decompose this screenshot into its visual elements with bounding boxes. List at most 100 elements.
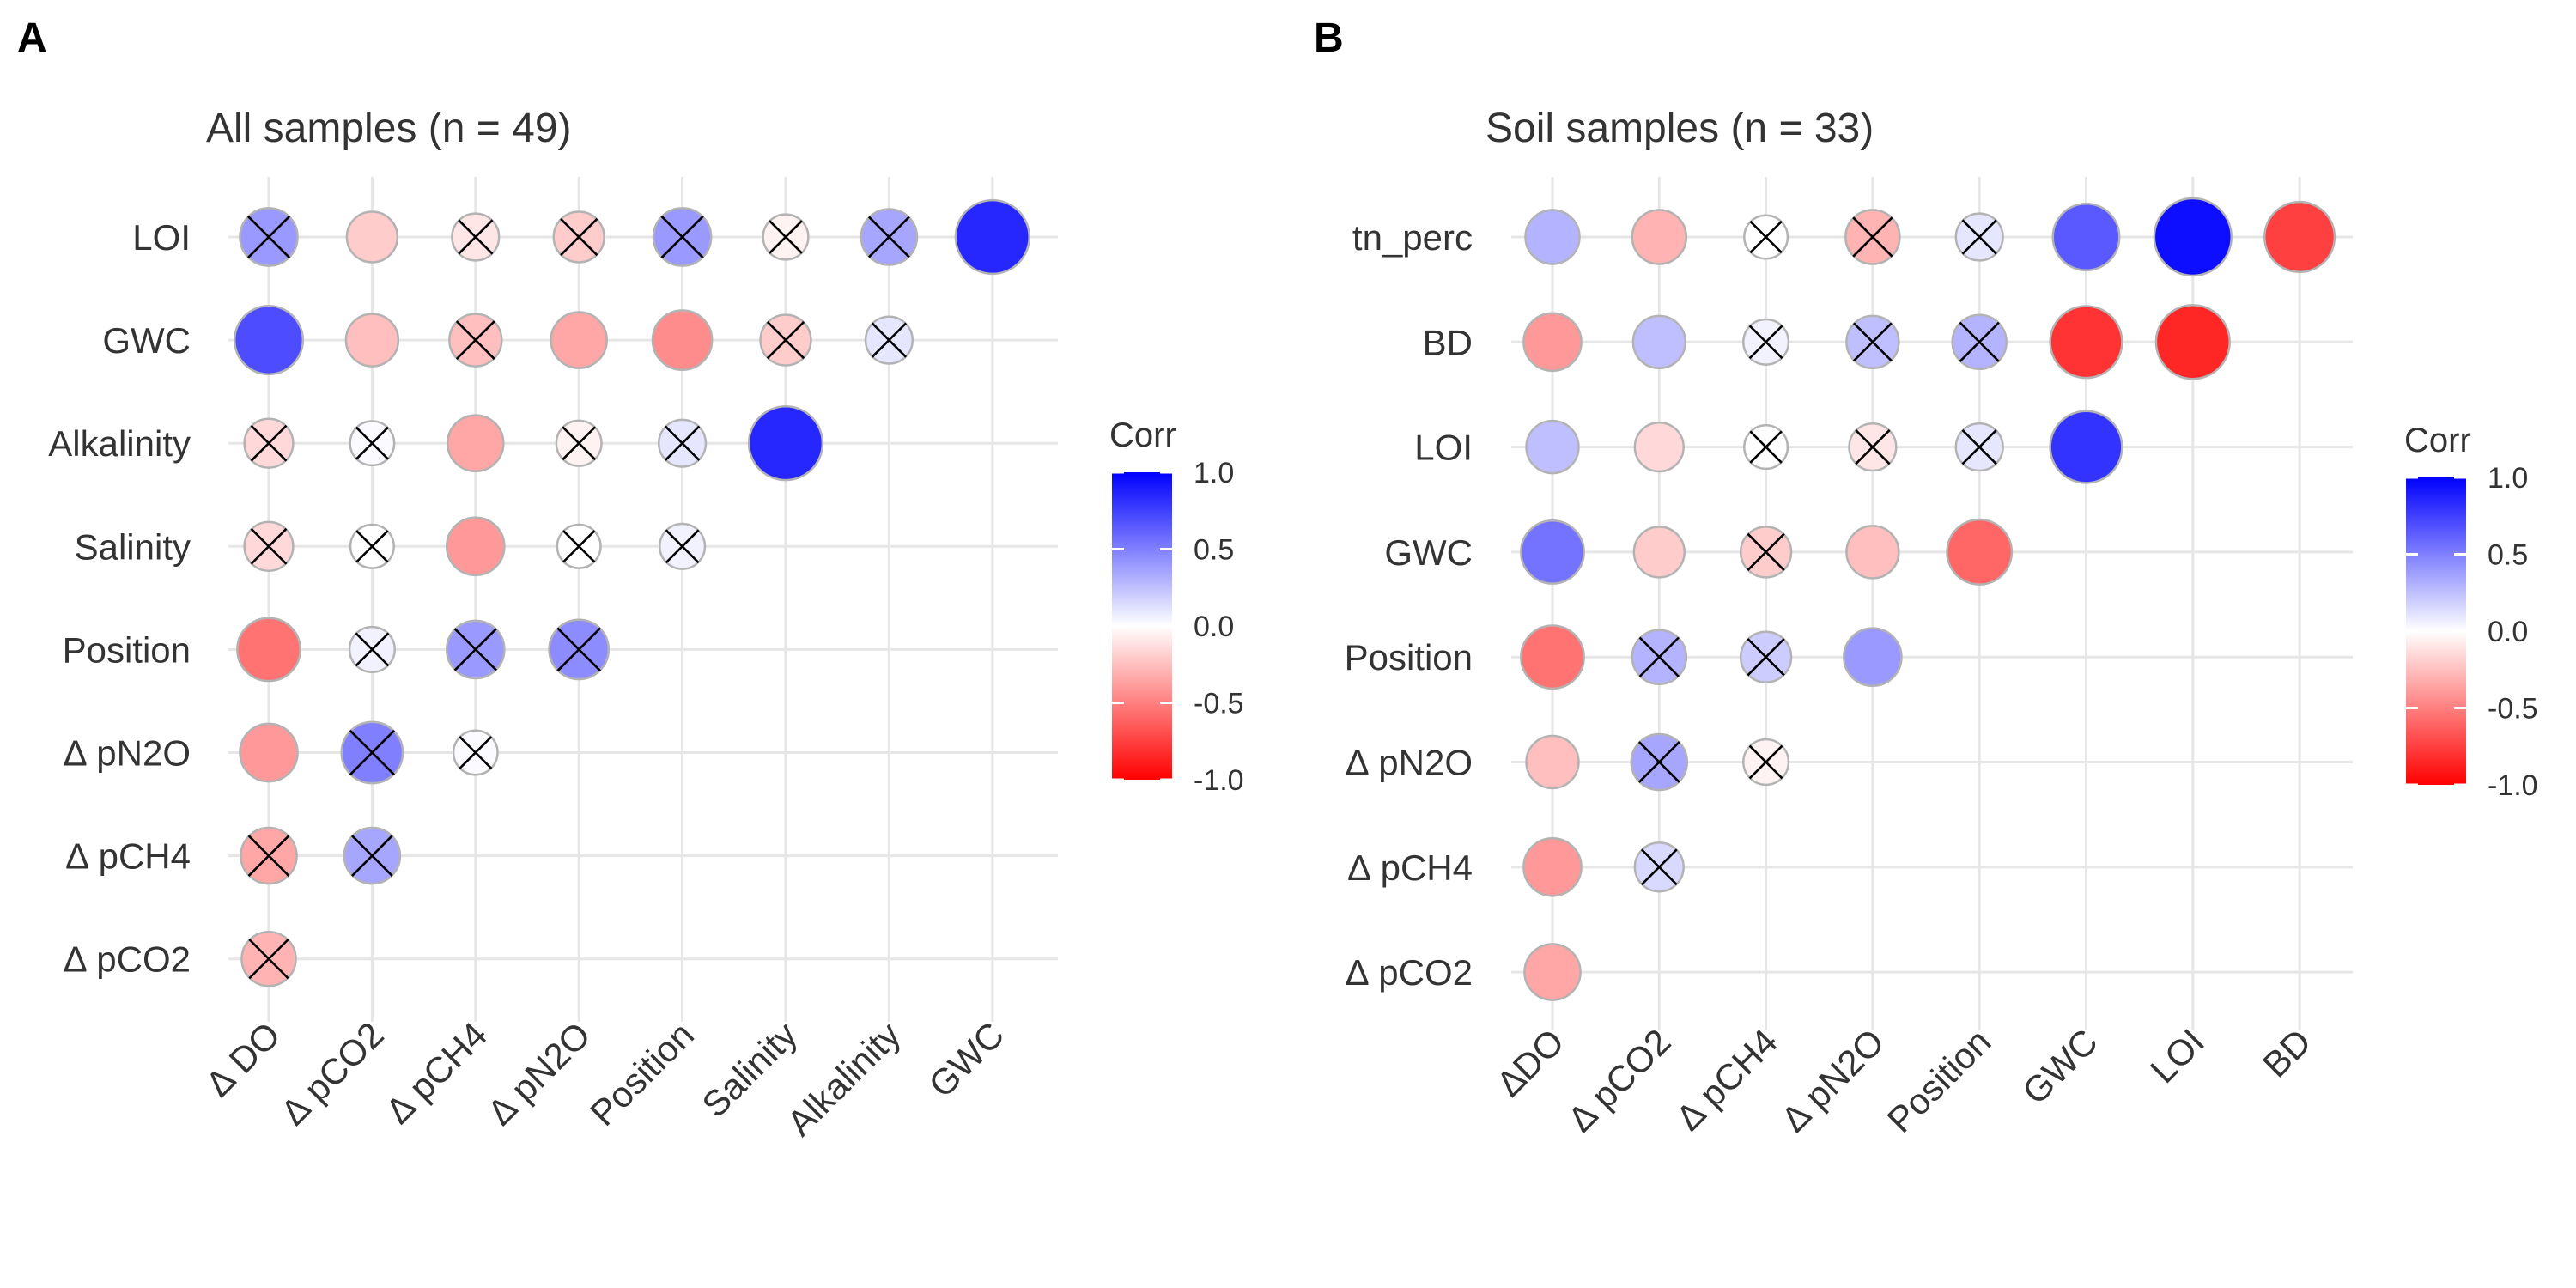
panel-a-cross-mark [660, 215, 704, 259]
panel-b-cell-loi-deltado [1525, 419, 1580, 475]
panel-a-x-label-gwc: GWC [920, 1014, 1012, 1105]
panel-a-cross-mark [459, 736, 493, 769]
panel-b-cell-position-deltado [1520, 624, 1585, 690]
panel-b-legend-ticks: 1.0 0.5 0.0 -0.5 -1.0 [2406, 462, 2538, 802]
panel-a-cell-delta-pn2o-delta-do [239, 722, 299, 783]
panel-b-y-label-bd: BD [1423, 322, 1473, 362]
panel-b-cell-loi-gwc [2049, 410, 2123, 484]
panel-b-x-label-bd: BD [2255, 1021, 2319, 1085]
panel-a-y-label-loi: LOI [132, 217, 191, 258]
panel-b-cell-tn-perc-gwc [2051, 202, 2121, 272]
panel-a-x-label-position: Position [582, 1014, 702, 1133]
panel-b-legend-tick-label: -1.0 [2488, 769, 2538, 802]
panel-b: B Soil samples (n = 33) tn_percBDLOIGWCP… [1314, 15, 2538, 1140]
panel-b-cross-mark [1749, 220, 1783, 254]
panel-a-cross-mark [766, 320, 805, 360]
panel-a-grid [228, 177, 1058, 1022]
panel-a-cross-mark [247, 835, 290, 877]
panel-b-legend-tick-label: -0.5 [2488, 693, 2538, 726]
panel-a-cross-mark [349, 729, 395, 776]
panel-b-legend: Corr 1.0 0.5 0.0 -0.5 -1.0 [2404, 422, 2538, 802]
panel-b-cell-tn-perc-deltado [1524, 209, 1581, 265]
panel-b-cell-position-delta-pn2o [1843, 627, 1903, 688]
panel-a-cross-mark [455, 320, 495, 360]
panel-a-cells [233, 198, 1030, 987]
panel-a-legend-tick-label: -1.0 [1194, 764, 1244, 797]
panel-a-cell-position-delta-do [236, 617, 301, 683]
panel-b-cross-mark [1749, 430, 1783, 464]
panel-b-cell-loi-delta-pco2 [1633, 421, 1685, 473]
panel-b-y-label-delta-pch4: ∆ pCH4 [1348, 848, 1473, 888]
panel-a-cell-loi-delta-pco2 [345, 210, 399, 264]
panel-a-cross-mark [562, 530, 596, 563]
panel-label-b: B [1314, 15, 1344, 61]
panel-b-cells [1520, 197, 2336, 1001]
panel-a-cross-mark [769, 220, 803, 254]
panel-a-cross-mark [556, 627, 602, 672]
panel-a-legend-ticks: 1.0 0.5 0.0 -0.5 -1.0 [1112, 457, 1244, 797]
panel-b-cross-mark [1961, 219, 1997, 255]
panel-a-legend-title: Corr [1109, 416, 1176, 454]
panel-b-cell-delta-pn2o-deltado [1525, 734, 1580, 790]
panel-a-cell-gwc-position [651, 309, 714, 371]
panel-b-cell-bd-delta-pco2 [1631, 314, 1687, 370]
panel-b-x-label-delta-pch4: ∆ pCH4 [1668, 1021, 1785, 1138]
panel-a-x-label-delta-pco2: ∆ pCO2 [274, 1014, 392, 1132]
panel-b-legend-tick-label: 0.0 [2488, 616, 2528, 648]
panel-b-x-label-loi: LOI [2142, 1021, 2212, 1091]
panel-b-legend-tick-label: 0.5 [2488, 539, 2528, 572]
panel-b-cell-gwc-deltado [1520, 519, 1585, 585]
panel-a-cross-mark [664, 425, 701, 461]
panel-b-cross-mark [1747, 532, 1785, 572]
panel-b-grid [1511, 177, 2353, 1030]
panel-a-cross-mark [355, 632, 390, 667]
panel-a-cross-mark [665, 529, 700, 564]
panel-a-cross-mark [248, 939, 289, 980]
panel-b-y-label-position: Position [1345, 637, 1473, 677]
panel-a-x-axis-labels: ∆ DO∆ pCO2∆ pCH4∆ pN2OPositionSalinityAl… [198, 1014, 1012, 1143]
panel-a-cross-mark [871, 322, 908, 358]
panel-label-a: A [17, 15, 47, 61]
panel-a-cell-alkalinity-salinity [747, 405, 824, 482]
panel-a-cross-mark [453, 628, 497, 671]
panel-b-y-label-loi: LOI [1414, 428, 1473, 468]
panel-a-cross-mark [560, 217, 598, 257]
panel-a-cross-mark [250, 424, 288, 462]
panel-a-y-label-salinity: Salinity [75, 526, 191, 567]
panel-b-x-label-position: Position [1880, 1021, 1999, 1140]
panel-b-cell-delta-pco2-deltado [1523, 943, 1582, 1001]
panel-b-cell-bd-gwc [2049, 305, 2123, 380]
panel-b-legend-tick-label: 1.0 [2488, 462, 2528, 495]
panel-a-cell-gwc-delta-pn2o [550, 311, 608, 369]
panel-b-x-label-deltado: ∆DO [1489, 1021, 1571, 1103]
panel-b-x-label-delta-pco2: ∆ pCO2 [1560, 1021, 1678, 1139]
panel-a-y-label-position: Position [63, 629, 191, 670]
panel-a-cross-mark [250, 527, 288, 565]
panel-a-x-label-delta-pch4: ∆ pCH4 [379, 1014, 495, 1131]
panel-a-cross-mark [562, 426, 597, 461]
panel-b-x-label-delta-pn2o: ∆ pN2O [1774, 1021, 1892, 1139]
panel-a-cell-gwc-delta-do [233, 305, 305, 376]
panel-b-y-label-gwc: GWC [1384, 532, 1473, 573]
panel-b-cell-tn-perc-delta-pco2 [1631, 209, 1688, 265]
panel-a-x-label-delta-do: ∆ DO [198, 1014, 288, 1103]
panel-b-cross-mark [1637, 741, 1680, 783]
panel-b-cross-mark [1852, 216, 1893, 258]
panel-b-cell-tn-perc-bd [2263, 200, 2336, 274]
panel-a-legend: Corr 1.0 0.5 0.0 -0.5 -1.0 [1109, 416, 1244, 797]
panel-a-cell-salinity-delta-pch4 [445, 516, 506, 577]
panel-b-cross-mark [1961, 428, 1997, 465]
panel-b-cell-bd-loi [2154, 304, 2231, 380]
panel-b-cell-gwc-delta-pco2 [1632, 526, 1686, 579]
panel-b-cross-mark [1959, 321, 2000, 362]
panel-a-cell-gwc-delta-pco2 [344, 313, 400, 368]
panel-b-cross-mark [1855, 428, 1891, 465]
panel-a-cross-mark [355, 426, 389, 460]
panel-b-cell-bd-deltado [1522, 312, 1583, 373]
panel-b-cross-mark [1853, 322, 1893, 362]
panel-b-cross-mark [1748, 325, 1783, 360]
panel-a-y-label-delta-pco2: ∆ pCO2 [64, 939, 191, 980]
panel-b-cell-tn-perc-loi [2153, 197, 2233, 277]
panel-b-cross-mark [1747, 638, 1785, 677]
